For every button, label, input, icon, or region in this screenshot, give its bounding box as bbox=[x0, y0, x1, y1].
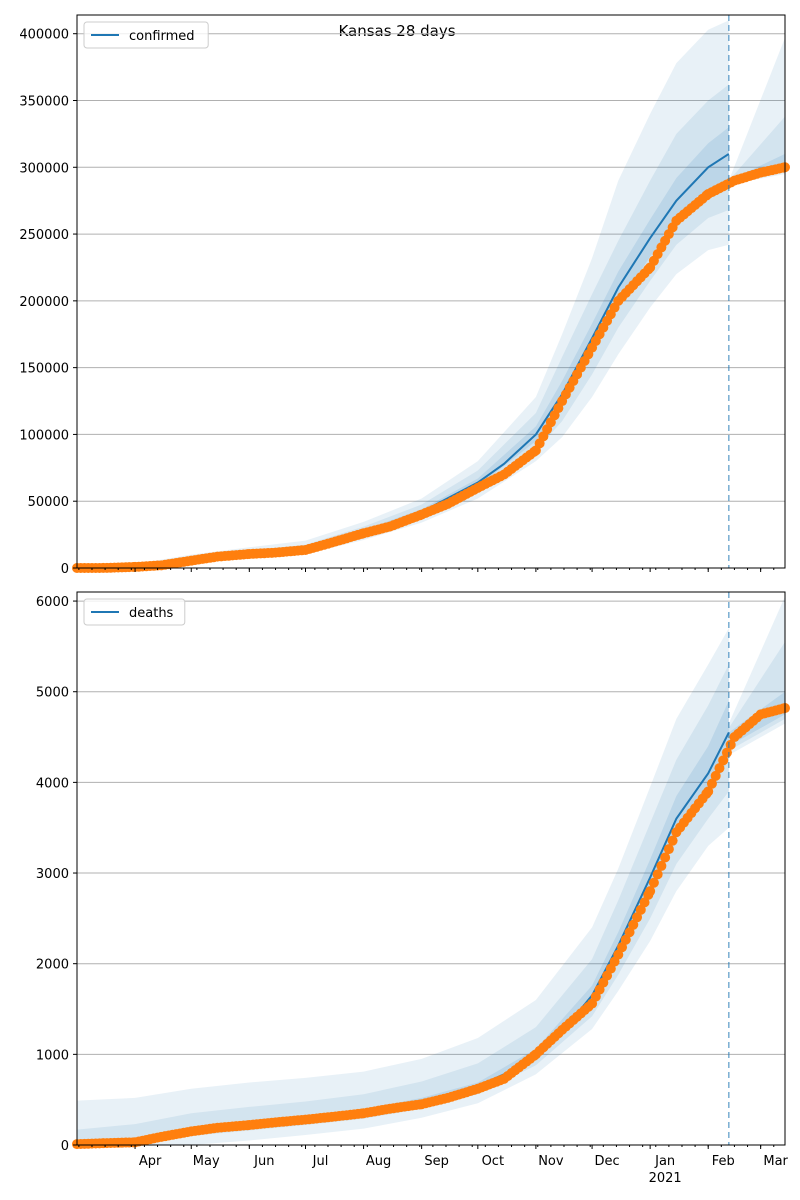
observed-point bbox=[703, 786, 714, 797]
x-tick-label: Nov bbox=[538, 1154, 564, 1169]
y-tick-label: 250000 bbox=[19, 228, 69, 243]
legend: deaths bbox=[83, 598, 186, 626]
y-tick-label: 0 bbox=[61, 1139, 69, 1154]
legend-box bbox=[83, 21, 209, 49]
x-tick-label: Mar bbox=[763, 1154, 788, 1169]
legend-label: deaths bbox=[129, 606, 174, 621]
x-tick-label: Feb bbox=[712, 1154, 735, 1169]
observed-point bbox=[667, 835, 678, 846]
observed-point bbox=[624, 927, 635, 938]
y-tick-label: 1000 bbox=[36, 1048, 69, 1063]
y-tick-label: 50000 bbox=[28, 495, 69, 510]
observed-point bbox=[635, 904, 646, 915]
legend: confirmed bbox=[83, 21, 209, 49]
observed-point bbox=[620, 934, 631, 945]
y-tick-label: 100000 bbox=[19, 428, 69, 443]
x-tick-label: Jun bbox=[253, 1154, 274, 1169]
legend-label: confirmed bbox=[129, 29, 195, 44]
y-tick-label: 0 bbox=[61, 562, 69, 577]
y-tick-label: 6000 bbox=[36, 595, 69, 610]
observed-point bbox=[652, 869, 663, 880]
observed-point bbox=[710, 770, 721, 781]
y-tick-label: 5000 bbox=[36, 686, 69, 701]
observed-point bbox=[660, 852, 671, 863]
observed-point bbox=[663, 844, 674, 855]
x-tick-label: May bbox=[193, 1154, 220, 1169]
uncertainty-band-outer bbox=[77, 20, 729, 568]
y-tick-label: 300000 bbox=[19, 161, 69, 176]
y-tick-label: 3000 bbox=[36, 867, 69, 882]
observed-point bbox=[706, 778, 717, 789]
x-tick-year-label: 2021 bbox=[649, 1171, 682, 1186]
observed-point bbox=[613, 949, 624, 960]
y-tick-label: 150000 bbox=[19, 362, 69, 377]
y-tick-label: 4000 bbox=[36, 776, 69, 791]
observed-point bbox=[718, 755, 729, 766]
axes-frame bbox=[76, 14, 786, 569]
observed-point bbox=[617, 942, 628, 953]
observed-point bbox=[639, 897, 650, 908]
observed-point bbox=[648, 877, 659, 888]
observed-point bbox=[656, 860, 667, 871]
observed-point bbox=[714, 763, 725, 774]
forecast-band-outer bbox=[728, 37, 785, 185]
y-tick-label: 2000 bbox=[36, 958, 69, 973]
x-tick-label: Jul bbox=[312, 1154, 329, 1169]
axes-frame bbox=[76, 591, 786, 1146]
observed-point bbox=[645, 886, 656, 897]
legend-box bbox=[83, 598, 186, 626]
deaths-panel: 0 1000 2000 3000 4000 5000 6000 Apr May Jun Jul Aug… bbox=[36, 591, 790, 1186]
observed-point bbox=[632, 912, 643, 923]
observed-point bbox=[628, 919, 639, 930]
confirmed-panel: 0 50000 100000 150000 200000 250000 300000 3500… bbox=[19, 14, 790, 577]
x-tick-label: Jan bbox=[654, 1154, 675, 1169]
y-tick-label: 350000 bbox=[19, 94, 69, 109]
x-tick-label: Dec bbox=[595, 1154, 620, 1169]
x-tick-label: Aug bbox=[366, 1154, 391, 1169]
figure-title: Kansas 28 days bbox=[338, 22, 455, 40]
x-tick-label: Apr bbox=[139, 1154, 162, 1169]
uncertainty-band-outer bbox=[77, 628, 729, 1145]
x-tick-label: Sep bbox=[424, 1154, 449, 1169]
y-tick-label: 400000 bbox=[19, 28, 69, 43]
x-tick-label: Oct bbox=[482, 1154, 504, 1169]
y-tick-label: 200000 bbox=[19, 295, 69, 310]
